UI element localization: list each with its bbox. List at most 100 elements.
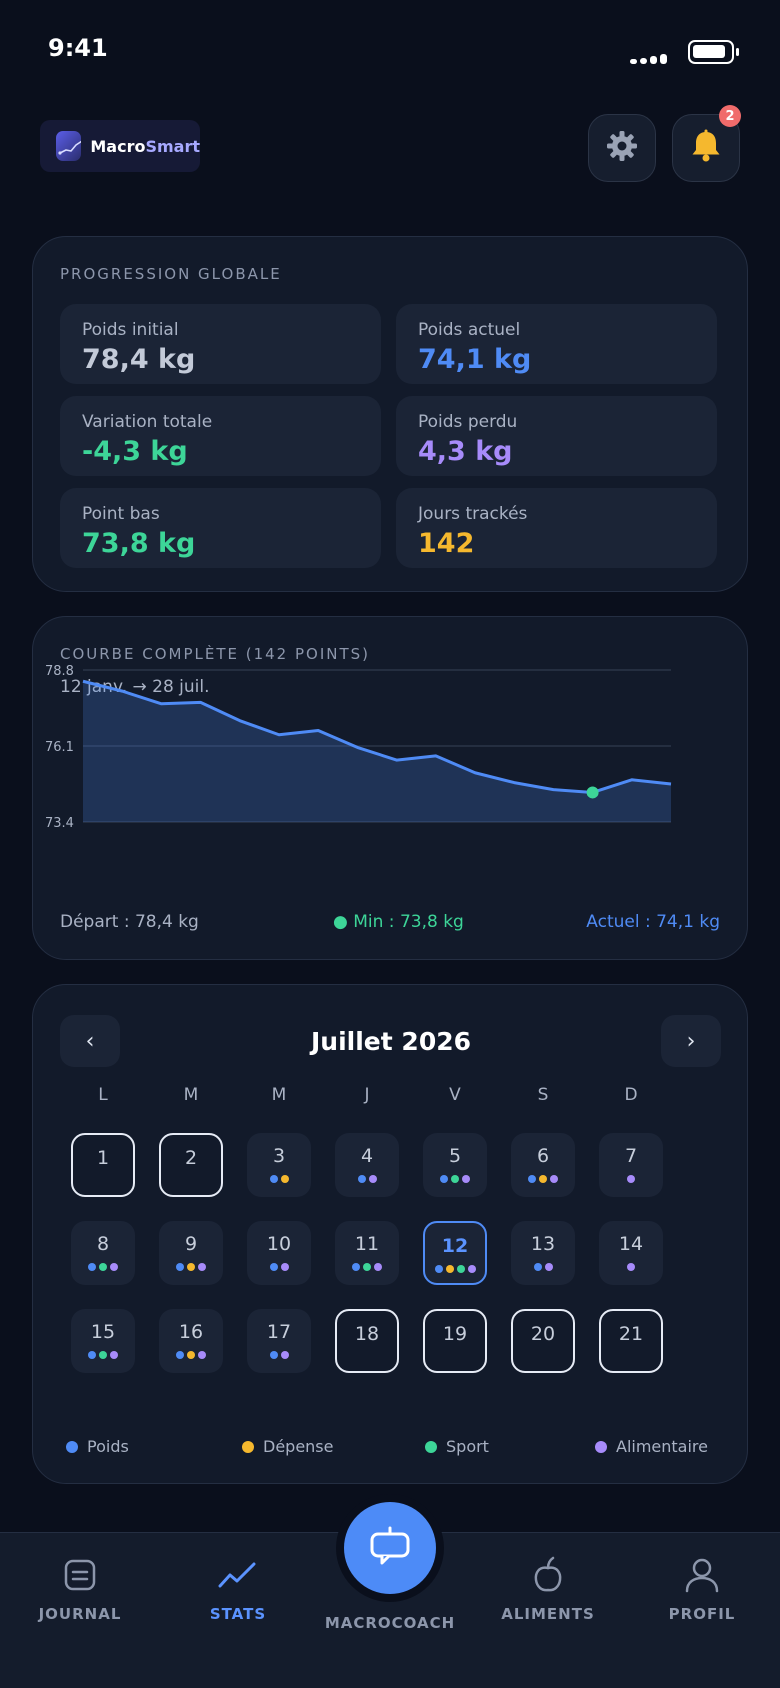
activity-dot (544, 1263, 553, 1271)
activity-dot (440, 1175, 448, 1183)
day-number: 7 (624, 1145, 638, 1167)
day-number: 2 (184, 1147, 198, 1169)
activity-dot (352, 1263, 360, 1271)
activity-dot (187, 1263, 195, 1271)
activity-dot (99, 1263, 107, 1271)
prev-month-button[interactable]: ‹ (60, 1015, 120, 1067)
legend-item: Poids (66, 1437, 129, 1456)
nav-journal[interactable]: JOURNAL (0, 1533, 160, 1643)
legend-item: Alimentaire (595, 1437, 708, 1456)
stat-value: 73,8 kg (82, 528, 196, 559)
day-activity-dots (247, 1351, 311, 1359)
calendar-day-8[interactable]: 8 (71, 1221, 135, 1285)
activity-dot (462, 1175, 470, 1183)
activity-dot (451, 1175, 459, 1183)
calendar-day-20[interactable]: 20 (511, 1309, 575, 1373)
progress-card: PROGRESSION GLOBALE Poids initial 78,4 k… (32, 236, 748, 592)
stat-value: 74,1 kg (418, 344, 532, 375)
status-bar: 9:41 (0, 0, 780, 100)
calendar-day-17[interactable]: 17 (247, 1309, 311, 1373)
day-activity-dots (423, 1175, 487, 1183)
day-activity-dots (599, 1175, 663, 1183)
nav-aliments[interactable]: ALIMENTS (468, 1533, 628, 1643)
day-number: 19 (442, 1323, 468, 1345)
app-logo[interactable]: MacroSmart (40, 120, 200, 172)
weekday-label: V (449, 1085, 461, 1105)
calendar-day-16[interactable]: 16 (159, 1309, 223, 1373)
y-tick-label: 76.1 (45, 740, 74, 755)
curve-min-label: ● Min : 73,8 kg (333, 912, 464, 932)
calendar-day-9[interactable]: 9 (159, 1221, 223, 1285)
weight-line (82, 679, 672, 794)
activity-dot (280, 1351, 289, 1359)
nav-stats[interactable]: STATS (158, 1533, 318, 1643)
next-month-button[interactable]: › (661, 1015, 721, 1067)
day-number: 20 (530, 1323, 556, 1345)
activity-dot (88, 1351, 96, 1359)
calendar-day-6[interactable]: 6 (511, 1133, 575, 1197)
activity-dot (198, 1351, 206, 1359)
day-number: 1 (96, 1147, 110, 1169)
day-number: 8 (96, 1233, 110, 1255)
notification-badge: 2 (719, 105, 741, 127)
day-number: 12 (441, 1235, 469, 1257)
calendar-day-10[interactable]: 10 (247, 1221, 311, 1285)
notifications-button[interactable]: 2 (672, 105, 741, 182)
activity-dot (533, 1263, 542, 1271)
day-activity-dots (247, 1263, 311, 1271)
day-number: 13 (530, 1233, 556, 1255)
calendar-day-14[interactable]: 14 (599, 1221, 663, 1285)
calendar-day-15[interactable]: 15 (71, 1309, 135, 1373)
min-point-marker[interactable] (586, 786, 599, 799)
activity-dot (269, 1263, 278, 1271)
macrocoach-button[interactable] (344, 1502, 436, 1594)
legend-label: Alimentaire (616, 1437, 708, 1456)
stat-low-point: Point bas 73,8 kg (60, 488, 381, 568)
day-activity-dots (247, 1175, 311, 1183)
stat-days-tracked: Jours trackés 142 (396, 488, 717, 568)
calendar-day-19[interactable]: 19 (423, 1309, 487, 1373)
calendar-day-4[interactable]: 4 (335, 1133, 399, 1197)
progress-title: PROGRESSION GLOBALE (60, 265, 282, 283)
journal-icon (60, 1555, 100, 1595)
weight-chart[interactable]: 78.8 76.1 73.4 (33, 617, 749, 907)
day-activity-dots (71, 1263, 135, 1271)
activity-dot (110, 1351, 118, 1359)
calendar-month-title: Juillet 2026 (311, 1027, 471, 1056)
calendar-day-11[interactable]: 11 (335, 1221, 399, 1285)
day-activity-dots (599, 1263, 663, 1271)
calendar-day-13[interactable]: 13 (511, 1221, 575, 1285)
activity-dot (88, 1263, 96, 1271)
calendar-day-7[interactable]: 7 (599, 1133, 663, 1197)
legend-label: Sport (446, 1437, 489, 1456)
weekday-label: S (537, 1085, 549, 1105)
calendar-day-2[interactable]: 2 (159, 1133, 223, 1197)
y-tick-label: 78.8 (45, 664, 74, 679)
legend-item: Sport (425, 1437, 489, 1456)
activity-dot (374, 1263, 382, 1271)
legend-label: Poids (87, 1437, 129, 1456)
day-number: 4 (360, 1145, 374, 1167)
weekday-label: M (271, 1085, 287, 1105)
calendar-day-21[interactable]: 21 (599, 1309, 663, 1373)
activity-dot (528, 1175, 536, 1183)
nav-profil[interactable]: PROFIL (622, 1533, 780, 1643)
legend-dot (66, 1440, 78, 1453)
activity-dot (434, 1265, 443, 1273)
calendar-day-12[interactable]: 12 (423, 1221, 487, 1285)
day-number: 3 (272, 1145, 286, 1167)
calendar-day-1[interactable]: 1 (71, 1133, 135, 1197)
day-activity-dots (159, 1263, 223, 1271)
calendar-day-18[interactable]: 18 (335, 1309, 399, 1373)
stat-total-variation: Variation totale -4,3 kg (60, 396, 381, 476)
activity-dot (627, 1263, 635, 1271)
calendar-day-5[interactable]: 5 (423, 1133, 487, 1197)
day-activity-dots (71, 1351, 135, 1359)
calendar-day-3[interactable]: 3 (247, 1133, 311, 1197)
user-icon (682, 1555, 722, 1595)
trend-chart-icon (218, 1555, 258, 1595)
activity-dot (467, 1265, 476, 1273)
settings-button[interactable] (588, 114, 656, 182)
app-name: MacroSmart (90, 136, 200, 156)
